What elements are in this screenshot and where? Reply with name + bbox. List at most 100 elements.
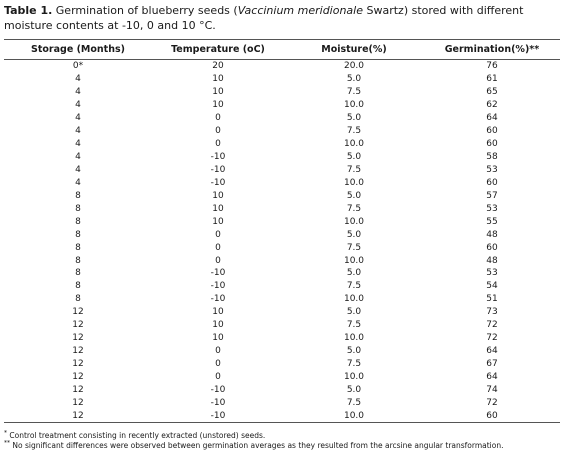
cell-temperature: 10	[212, 100, 224, 111]
cell-germination: 67	[486, 359, 498, 370]
cell-moisture: 5.0	[346, 74, 362, 85]
cell-storage: 8	[75, 229, 81, 240]
caption-text-before: Germination of blueberry seeds (	[52, 4, 238, 17]
cell-storage: 8	[75, 294, 81, 305]
table-header: Storage (Months) Temperature (oC) Moistu…	[4, 39, 560, 60]
table-row: 4 -10 5.0 58	[4, 151, 560, 164]
cell-storage: 4	[75, 113, 81, 124]
table-row: 4 0 7.5 60	[4, 125, 560, 138]
table-row: 12 10 10.0 72	[4, 332, 560, 345]
cell-germination: 53	[486, 268, 498, 279]
cell-moisture: 7.5	[346, 87, 362, 98]
cell-temperature: 0	[215, 359, 221, 370]
cell-moisture: 7.5	[346, 203, 362, 214]
cell-moisture: 7.5	[346, 359, 362, 370]
cell-storage: 4	[75, 126, 81, 137]
table-row: 4 10 10.0 62	[4, 99, 560, 112]
cell-storage: 8	[75, 216, 81, 227]
cell-storage: 8	[75, 203, 81, 214]
cell-storage: 0*	[72, 61, 84, 72]
cell-germination: 60	[486, 177, 498, 188]
cell-moisture: 7.5	[346, 397, 362, 408]
table-row: 4 0 5.0 64	[4, 112, 560, 125]
cell-storage: 12	[72, 307, 84, 318]
cell-temperature: 10	[212, 74, 224, 85]
cell-germination: 54	[486, 281, 498, 292]
germination-table-container: Storage (Months) Temperature (oC) Moistu…	[4, 39, 560, 424]
cell-storage: 4	[75, 152, 81, 163]
cell-germination: 72	[486, 333, 498, 344]
cell-storage: 8	[75, 268, 81, 279]
footnote-2-mark: **	[4, 439, 10, 447]
cell-temperature: -10	[210, 281, 226, 292]
table-row: 12 0 7.5 67	[4, 358, 560, 371]
cell-moisture: 7.5	[346, 320, 362, 331]
cell-storage: 8	[75, 242, 81, 253]
cell-temperature: 10	[212, 216, 224, 227]
table-row: 8 0 10.0 48	[4, 254, 560, 267]
cell-temperature: -10	[210, 384, 226, 395]
table-row: 12 10 7.5 72	[4, 319, 560, 332]
cell-temperature: 0	[215, 255, 221, 266]
cell-storage: 12	[72, 359, 84, 370]
table-row: 12 -10 7.5 72	[4, 396, 560, 409]
cell-moisture: 10.0	[343, 216, 365, 227]
cell-moisture: 7.5	[346, 126, 362, 137]
table-row: 8 10 7.5 53	[4, 202, 560, 215]
cell-germination: 57	[486, 190, 498, 201]
table-row: 0* 20 20.0 76	[4, 60, 560, 73]
cell-moisture: 5.0	[346, 229, 362, 240]
table-row: 8 10 10.0 55	[4, 215, 560, 228]
cell-storage: 4	[75, 100, 81, 111]
cell-storage: 12	[72, 384, 84, 395]
cell-temperature: -10	[152, 409, 284, 424]
footnote-2-text: No significant differences were observed…	[10, 441, 504, 450]
cell-storage: 4	[75, 74, 81, 85]
table-body: 0* 20 20.0 76 4 10 5.0 61 4 10 7.5 65 4 10 10.0 62 4 0 5.0…	[4, 60, 560, 424]
cell-germination: 61	[486, 74, 498, 85]
cell-moisture: 10.0	[343, 255, 365, 266]
cell-temperature: 10	[212, 333, 224, 344]
cell-temperature: 0	[215, 126, 221, 137]
cell-moisture: 7.5	[346, 164, 362, 175]
cell-temperature: 10	[212, 87, 224, 98]
cell-moisture: 5.0	[346, 307, 362, 318]
caption-text-after: Swartz) stored with different moisture c…	[4, 4, 524, 32]
table-row: 4 10 7.5 65	[4, 86, 560, 99]
cell-storage: 12	[72, 371, 84, 382]
table-row: 8 0 7.5 60	[4, 241, 560, 254]
header-moisture: Moisture(%)	[284, 39, 424, 60]
cell-germination: 55	[486, 216, 498, 227]
table-caption: Table 1. Germination of blueberry seeds …	[4, 3, 560, 33]
cell-moisture: 10.0	[343, 294, 365, 305]
cell-germination: 64	[486, 346, 498, 357]
cell-moisture: 7.5	[346, 242, 362, 253]
cell-germination: 58	[486, 152, 498, 163]
footnote-1-text: Control treatment consisting in recently…	[7, 431, 266, 440]
cell-temperature: 0	[215, 113, 221, 124]
footnote-2: ** No significant differences were obser…	[4, 439, 560, 451]
cell-temperature: 0	[215, 139, 221, 150]
cell-moisture: 10.0	[343, 139, 365, 150]
cell-moisture: 7.5	[346, 281, 362, 292]
cell-moisture: 10.0	[343, 100, 365, 111]
cell-germination: 60	[486, 126, 498, 137]
table-row: 12 0 10.0 64	[4, 371, 560, 384]
cell-storage: 8	[75, 255, 81, 266]
caption-label: Table 1.	[4, 4, 53, 17]
table-row: 12 10 5.0 73	[4, 306, 560, 319]
cell-moisture: 10.0	[284, 409, 424, 424]
cell-storage: 4	[75, 87, 81, 98]
cell-germination: 64	[486, 113, 498, 124]
cell-temperature: 10	[212, 203, 224, 214]
cell-moisture: 20.0	[343, 61, 365, 72]
cell-germination: 60	[486, 139, 498, 150]
cell-germination: 48	[486, 255, 498, 266]
cell-temperature: -10	[210, 268, 226, 279]
cell-storage: 4	[75, 139, 81, 150]
footnote-1: * Control treatment consisting in recent…	[4, 430, 560, 441]
cell-storage: 12	[72, 397, 84, 408]
table-row: 8 -10 7.5 54	[4, 280, 560, 293]
cell-temperature: -10	[210, 152, 226, 163]
cell-moisture: 10.0	[343, 333, 365, 344]
